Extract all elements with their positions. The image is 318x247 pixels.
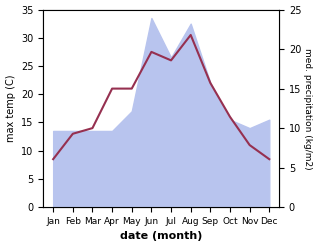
X-axis label: date (month): date (month) — [120, 231, 203, 242]
Y-axis label: med. precipitation (kg/m2): med. precipitation (kg/m2) — [303, 48, 313, 169]
Y-axis label: max temp (C): max temp (C) — [5, 75, 16, 142]
